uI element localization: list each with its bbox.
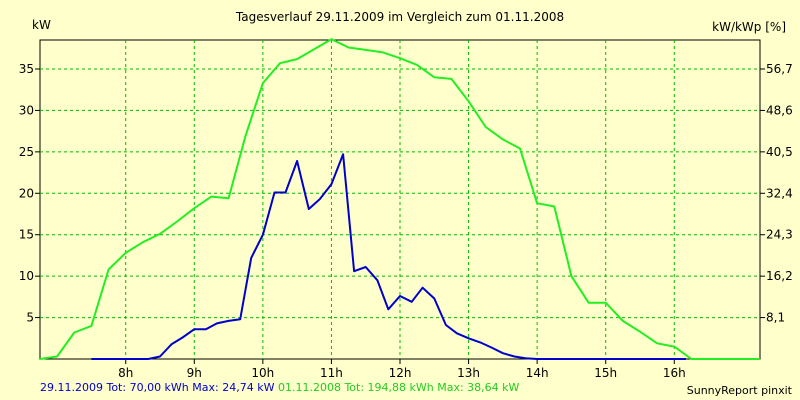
y-left-tick-label: 25 [19, 145, 34, 159]
x-tick-label: 12h [389, 366, 412, 380]
y-left-tick-label: 5 [26, 311, 34, 325]
y-right-tick-label: 48,6 [766, 103, 793, 117]
y-right-tick-label: 24,3 [766, 228, 793, 242]
x-tick-label: 15h [594, 366, 617, 380]
x-tick-label: 11h [320, 366, 343, 380]
x-tick-label: 14h [526, 366, 549, 380]
chart-footer: 29.11.2009 Tot: 70,00 kWh Max: 24,74 kW … [40, 381, 519, 394]
y-left-tick-label: 35 [19, 62, 34, 76]
y-right-tick-label: 32,4 [766, 186, 793, 200]
y-left-tick-label: 10 [19, 269, 34, 283]
y-left-tick-label: 15 [19, 228, 34, 242]
x-tick-label: 16h [663, 366, 686, 380]
chart-title: Tagesverlauf 29.11.2009 im Vergleich zum… [235, 10, 565, 24]
y-left-tick-label: 20 [19, 186, 34, 200]
series-line-29.11.2009 [91, 153, 686, 360]
x-tick-label: 13h [457, 366, 480, 380]
x-tick-label: 9h [187, 366, 202, 380]
series-line-01.11.2008 [39, 38, 760, 360]
y-right-tick-label: 56,7 [766, 62, 793, 76]
series2-summary: 01.11.2008 Tot: 194,88 kWh Max: 38,64 kW [277, 381, 520, 394]
series1-summary: 29.11.2009 Tot: 70,00 kWh Max: 24,74 kW [40, 381, 275, 394]
y-axis-left-unit: kW [32, 18, 51, 32]
y-left-tick-label: 30 [19, 103, 34, 117]
y-right-tick-label: 16,2 [766, 269, 793, 283]
y-right-tick-label: 8,1 [766, 311, 785, 325]
x-tick-label: 10h [251, 366, 274, 380]
credit-text: SunnyReport pinxit [686, 384, 792, 397]
x-tick-label: 8h [118, 366, 133, 380]
y-axis-right-unit: kW/kWp [%] [712, 20, 786, 34]
y-right-tick-label: 40,5 [766, 145, 793, 159]
